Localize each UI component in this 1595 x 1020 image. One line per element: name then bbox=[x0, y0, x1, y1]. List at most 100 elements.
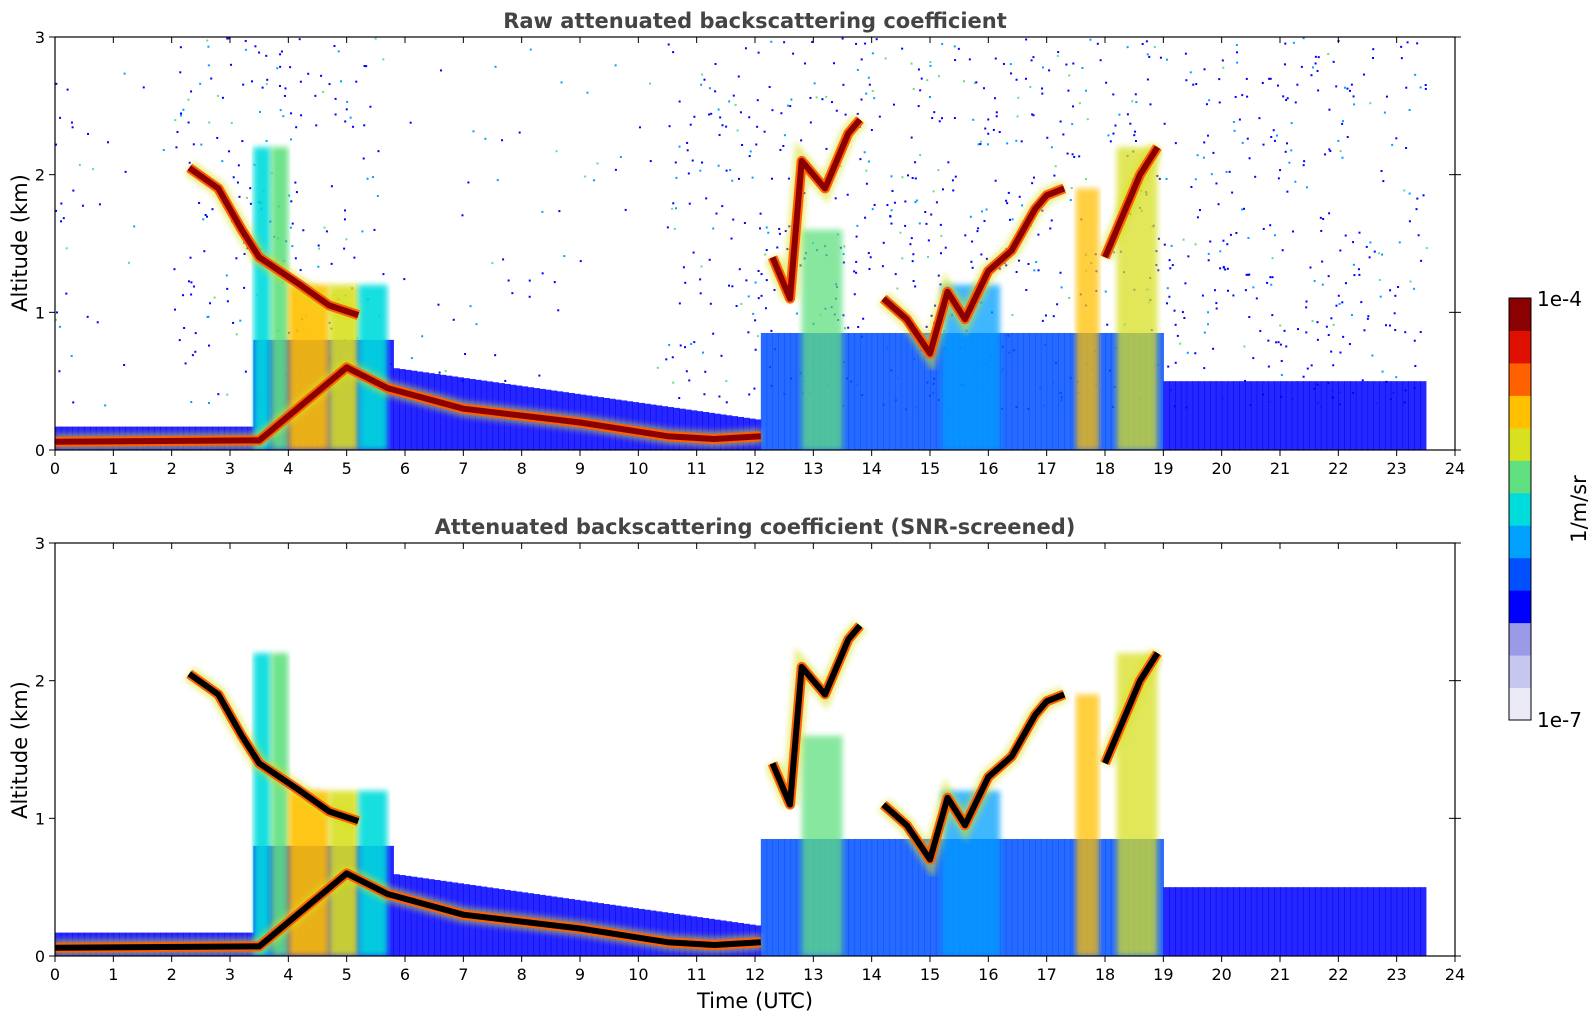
raw-noise-dot bbox=[1330, 317, 1333, 320]
raw-noise-dot bbox=[60, 220, 63, 223]
raw-noise-dot bbox=[1215, 182, 1218, 185]
screened-x-tick-label: 3 bbox=[225, 965, 235, 984]
raw-x-tick-label: 11 bbox=[686, 459, 706, 478]
raw-noise-dot bbox=[179, 46, 182, 49]
raw-noise-dot bbox=[717, 164, 720, 167]
raw-noise-dot bbox=[596, 162, 599, 165]
raw-noise-dot bbox=[1316, 338, 1319, 341]
raw-noise-dot bbox=[1192, 83, 1195, 86]
screened-x-tick-label: 0 bbox=[50, 965, 60, 984]
screened-haze-column bbox=[1396, 887, 1404, 956]
raw-noise-dot bbox=[1328, 108, 1331, 111]
raw-noise-dot bbox=[735, 305, 738, 308]
raw-noise-dot bbox=[1279, 343, 1282, 346]
raw-noise-dot bbox=[123, 72, 126, 75]
raw-noise-dot bbox=[1196, 154, 1199, 157]
raw-noise-dot bbox=[1246, 95, 1249, 98]
raw-noise-dot bbox=[937, 274, 940, 277]
raw-noise-dot bbox=[1032, 176, 1035, 179]
raw-noise-dot bbox=[736, 129, 739, 132]
raw-noise-dot bbox=[437, 303, 440, 306]
raw-noise-dot bbox=[1052, 315, 1055, 318]
raw-noise-dot bbox=[1292, 230, 1295, 233]
raw-noise-dot bbox=[667, 43, 670, 46]
raw-noise-dot bbox=[1041, 92, 1044, 95]
raw-noise-dot bbox=[1157, 269, 1160, 272]
raw-noise-dot bbox=[1327, 275, 1330, 278]
raw-noise-dot bbox=[927, 239, 930, 242]
raw-noise-dot bbox=[373, 228, 376, 231]
raw-noise-dot bbox=[944, 246, 947, 249]
raw-haze-column bbox=[1303, 381, 1310, 450]
raw-haze-column bbox=[1157, 332, 1164, 450]
screened-x-tick-label: 19 bbox=[1153, 965, 1173, 984]
raw-noise-dot bbox=[1174, 323, 1177, 326]
raw-noise-dot bbox=[1280, 374, 1283, 377]
raw-noise-dot bbox=[325, 230, 328, 233]
raw-haze-column bbox=[1210, 381, 1217, 450]
raw-noise-dot bbox=[1380, 170, 1383, 173]
raw-noise-dot bbox=[977, 227, 980, 230]
raw-noise-dot bbox=[1227, 289, 1230, 292]
raw-noise-dot bbox=[1133, 134, 1136, 137]
colorbar-band bbox=[1509, 298, 1531, 331]
raw-noise-dot bbox=[1310, 74, 1313, 77]
raw-noise-dot bbox=[870, 128, 873, 131]
raw-noise-dot bbox=[1009, 218, 1012, 221]
raw-noise-dot bbox=[859, 158, 862, 161]
raw-noise-dot bbox=[194, 350, 197, 353]
raw-panel: Raw attenuated backscattering coefficien… bbox=[8, 9, 1465, 478]
raw-noise-dot bbox=[751, 176, 754, 179]
screened-haze-column bbox=[434, 880, 441, 956]
raw-noise-dot bbox=[179, 71, 182, 74]
raw-noise-dot bbox=[56, 311, 59, 314]
raw-noise-dot bbox=[511, 292, 514, 295]
raw-noise-dot bbox=[584, 175, 587, 178]
raw-noise-dot bbox=[409, 121, 412, 124]
raw-noise-dot bbox=[491, 262, 494, 265]
screened-y-tick-label: 1 bbox=[35, 809, 45, 828]
raw-noise-dot bbox=[1235, 232, 1238, 235]
raw-noise-dot bbox=[96, 321, 99, 324]
raw-noise-dot bbox=[1408, 220, 1411, 223]
raw-haze-column bbox=[930, 332, 937, 450]
raw-noise-dot bbox=[855, 271, 858, 274]
screened-haze-column bbox=[766, 838, 774, 956]
raw-noise-dot bbox=[78, 163, 81, 166]
raw-noise-dot bbox=[780, 112, 783, 115]
raw-noise-dot bbox=[977, 143, 980, 146]
raw-noise-dot bbox=[1056, 54, 1059, 57]
raw-noise-dot bbox=[1084, 89, 1087, 92]
raw-noise-dot bbox=[1247, 273, 1250, 276]
raw-noise-dot bbox=[1274, 234, 1277, 237]
raw-noise-dot bbox=[725, 169, 728, 172]
raw-noise-dot bbox=[1194, 352, 1197, 355]
raw-noise-dot bbox=[421, 335, 424, 338]
raw-noise-dot bbox=[55, 318, 58, 321]
raw-noise-dot bbox=[206, 215, 209, 218]
raw-noise-dot bbox=[1286, 97, 1289, 100]
raw-noise-dot bbox=[1048, 69, 1051, 72]
raw-noise-dot bbox=[1245, 273, 1248, 276]
raw-noise-dot bbox=[725, 125, 728, 128]
raw-noise-dot bbox=[1165, 58, 1168, 61]
raw-noise-dot bbox=[868, 83, 871, 86]
raw-noise-dot bbox=[284, 87, 287, 90]
raw-haze-column bbox=[1355, 381, 1363, 450]
raw-noise-dot bbox=[894, 273, 897, 276]
raw-noise-dot bbox=[345, 108, 348, 111]
raw-noise-dot bbox=[901, 257, 904, 260]
raw-noise-dot bbox=[865, 92, 868, 95]
raw-noise-dot bbox=[1041, 66, 1044, 69]
screened-x-tick-label: 4 bbox=[283, 965, 293, 984]
raw-noise-dot bbox=[180, 112, 183, 115]
raw-noise-dot bbox=[1021, 204, 1024, 207]
raw-noise-dot bbox=[847, 326, 850, 329]
raw-noise-dot bbox=[855, 42, 858, 45]
raw-noise-dot bbox=[1005, 199, 1008, 202]
raw-noise-dot bbox=[1207, 323, 1210, 326]
raw-noise-dot bbox=[1081, 67, 1084, 70]
raw-noise-dot bbox=[752, 312, 755, 315]
raw-noise-dot bbox=[1015, 78, 1018, 81]
raw-noise-dot bbox=[853, 293, 856, 296]
